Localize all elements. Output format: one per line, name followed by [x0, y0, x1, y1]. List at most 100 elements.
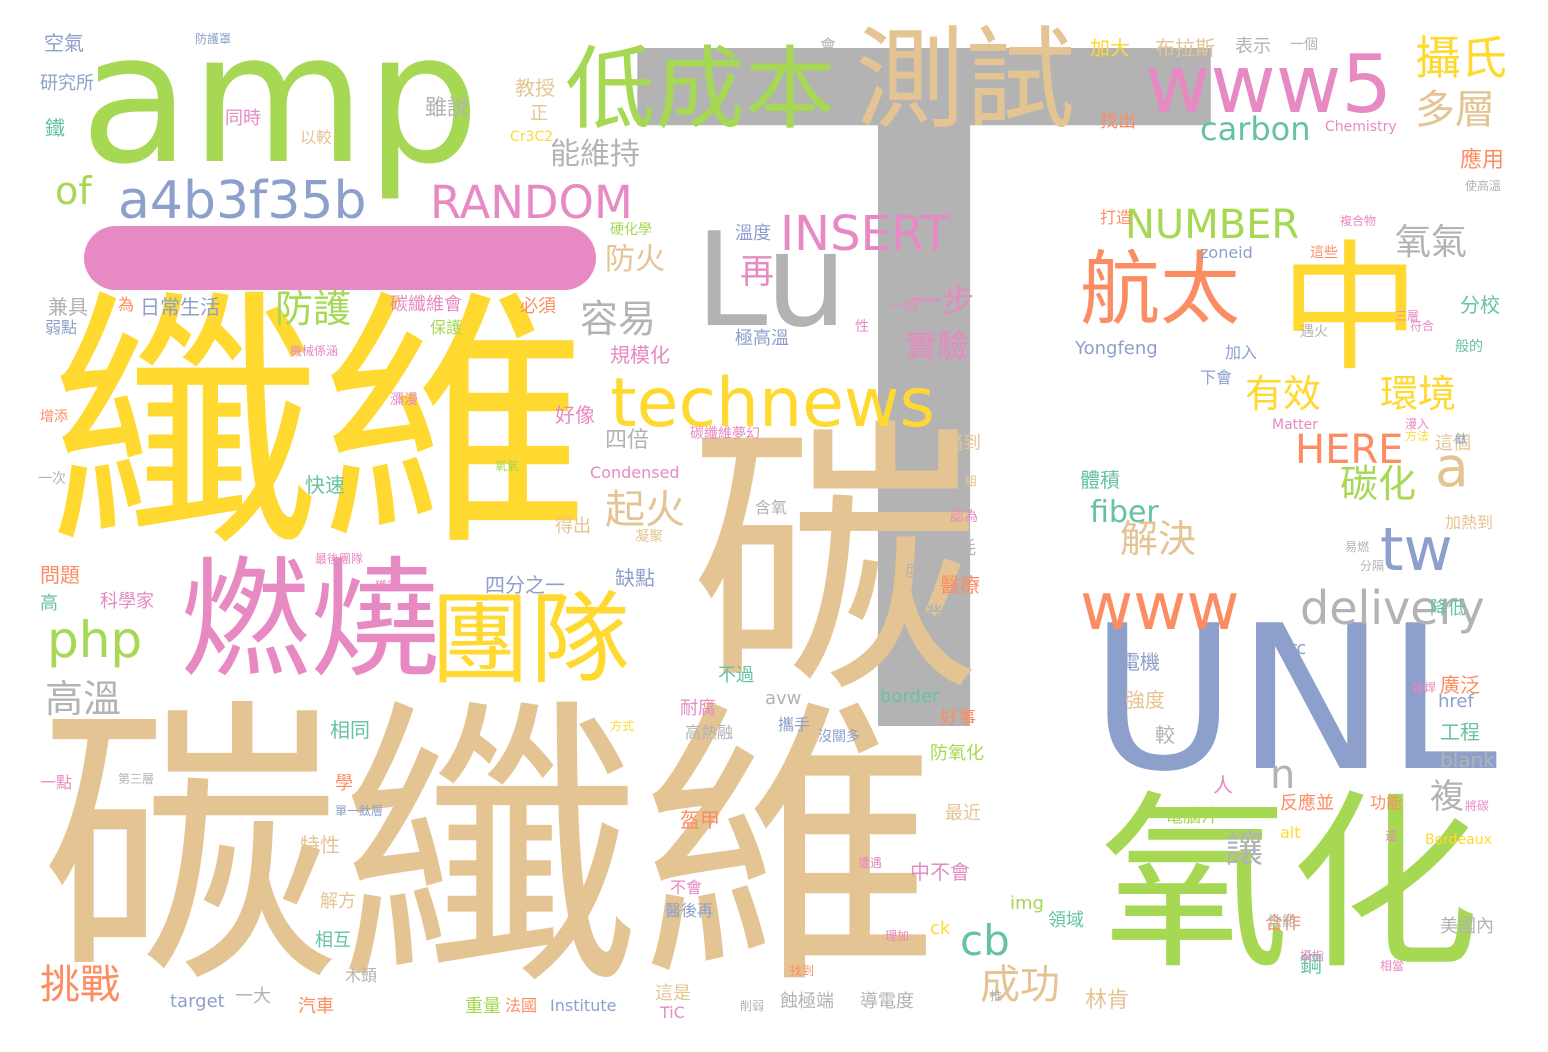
- cloud-word: 較: [1155, 723, 1175, 747]
- cloud-word: NUMBER: [1125, 202, 1300, 248]
- cloud-word: 將碳: [1465, 799, 1490, 813]
- cloud-word: 解決: [1120, 517, 1197, 561]
- cloud-word: 學: [335, 773, 353, 794]
- cloud-word: 方式: [610, 719, 635, 733]
- cloud-word: 機械係涵: [290, 344, 339, 358]
- cloud-word: 成功: [980, 962, 1060, 1008]
- cloud-word: 削弱: [740, 999, 765, 1013]
- cloud-word: 易燃: [1345, 540, 1370, 554]
- cloud-word: src: [1280, 638, 1307, 659]
- cloud-word: 最近: [945, 803, 981, 824]
- cloud-word: 林肯: [1085, 988, 1130, 1013]
- cloud-word: 最後團隊: [315, 552, 364, 566]
- cloud-word: avw: [765, 688, 802, 709]
- cloud-word: 沒關多: [818, 729, 860, 745]
- cloud-word: 團隊: [430, 581, 630, 698]
- cloud-word: 不過: [718, 665, 754, 686]
- cloud-word: 汽車: [298, 996, 334, 1017]
- cloud-word: 醫後再: [665, 901, 714, 920]
- cloud-word: 高溫: [45, 677, 122, 721]
- cloud-word: 反應並: [1280, 793, 1334, 814]
- cloud-word: Matter: [1272, 417, 1319, 433]
- cloud-word: 教授: [515, 76, 555, 100]
- cloud-word: 一個: [890, 299, 918, 315]
- cloud-word: 盔甲: [680, 808, 720, 832]
- cloud-word: 單一鈦層: [335, 804, 384, 818]
- dash-bar: [84, 226, 596, 290]
- cloud-word: 體積: [1080, 468, 1120, 492]
- cloud-word: cb: [960, 916, 1010, 965]
- cloud-word: 相互: [315, 930, 351, 951]
- cloud-word: delivery: [1300, 581, 1485, 635]
- cloud-word: 日常生活: [140, 295, 220, 319]
- cloud-word: 中: [1280, 228, 1421, 391]
- cloud-word: 會: [820, 36, 837, 55]
- cloud-word: 防火: [605, 242, 665, 277]
- cloud-word: tw: [1380, 515, 1453, 585]
- cloud-word: img: [1010, 893, 1044, 914]
- cloud-word: 這是: [655, 983, 691, 1004]
- cloud-word: 方法: [1405, 429, 1430, 443]
- cloud-word: amp: [80, 0, 480, 204]
- cloud-word: 布拉斯: [1155, 36, 1215, 60]
- cloud-word: 防護: [275, 287, 352, 331]
- cloud-word: 加入: [1225, 343, 1258, 362]
- cloud-word: 好像: [555, 403, 595, 427]
- cloud-word: 低成本: [565, 37, 835, 142]
- cloud-word: target: [170, 991, 225, 1012]
- cloud-word: TiC: [660, 1003, 685, 1022]
- cloud-word: 下會: [1200, 368, 1233, 387]
- cloud-word: 防氧化: [930, 743, 984, 764]
- cloud-word: ck: [930, 918, 951, 939]
- cloud-word: 瀰漫: [390, 392, 418, 408]
- cloud-word: 同時: [225, 108, 261, 129]
- cloud-word: Condensed: [590, 463, 680, 482]
- cloud-word: 得出: [555, 516, 591, 537]
- cloud-word: Chemistry: [1325, 119, 1397, 135]
- cloud-word: of: [55, 169, 92, 213]
- cloud-word: T: [640, 0, 1209, 946]
- cloud-word: 氧氣: [495, 459, 520, 473]
- cloud-word: 電腦汁: [1165, 806, 1219, 827]
- cloud-word: 四分之一: [485, 573, 565, 597]
- cloud-word: 讓: [1225, 827, 1264, 871]
- cloud-word: 兼具: [48, 295, 88, 319]
- cloud-word: 極高溫: [735, 328, 789, 349]
- cloud-word: 含氧: [755, 498, 788, 517]
- cloud-word: 規模化: [610, 343, 670, 367]
- cloud-word: 問題: [40, 563, 80, 587]
- cloud-word: 耐高溫: [1070, 73, 1124, 94]
- cloud-word: 強度: [1125, 688, 1165, 712]
- cloud-word: 推: [990, 989, 1003, 1003]
- cloud-word: blank: [1440, 748, 1495, 772]
- cloud-word: href: [1438, 691, 1474, 712]
- cloud-word: 好事: [940, 708, 976, 729]
- cloud-word: 為: [118, 295, 135, 314]
- cloud-word: 導電度: [860, 991, 914, 1012]
- cloud-word: 表示: [1235, 36, 1271, 57]
- cloud-word: 遭遇: [858, 856, 883, 870]
- cloud-word: 硬化學: [610, 222, 652, 238]
- cloud-word: 工程: [1440, 720, 1480, 744]
- cloud-word: 保護: [430, 318, 463, 337]
- cloud-word: 一點: [40, 773, 73, 792]
- cloud-word: 領域: [1048, 910, 1084, 931]
- cloud-word: 一次: [38, 471, 66, 487]
- cloud-word: 加熱到: [1445, 513, 1494, 532]
- cloud-word: zoneid: [1200, 243, 1253, 262]
- cloud-word: 理加: [885, 929, 910, 943]
- cloud-word: 溫度: [735, 223, 771, 244]
- cloud-word: 分校: [1460, 293, 1500, 317]
- cloud-word: 研究所: [40, 73, 94, 94]
- cloud-word: 法國: [505, 996, 538, 1015]
- cloud-word: Bordeaux: [1425, 832, 1492, 848]
- cloud-word: 高熱融: [685, 723, 734, 742]
- cloud-word: 實驗: [905, 327, 970, 365]
- cloud-word: 缺點: [615, 566, 655, 590]
- cloud-word: 測試: [855, 16, 1075, 144]
- cloud-word: 廣泛: [1440, 673, 1480, 697]
- cloud-word: 再: [740, 252, 774, 292]
- cloud-word: 耐腐: [680, 698, 716, 719]
- cloud-word: 應用: [1460, 148, 1505, 173]
